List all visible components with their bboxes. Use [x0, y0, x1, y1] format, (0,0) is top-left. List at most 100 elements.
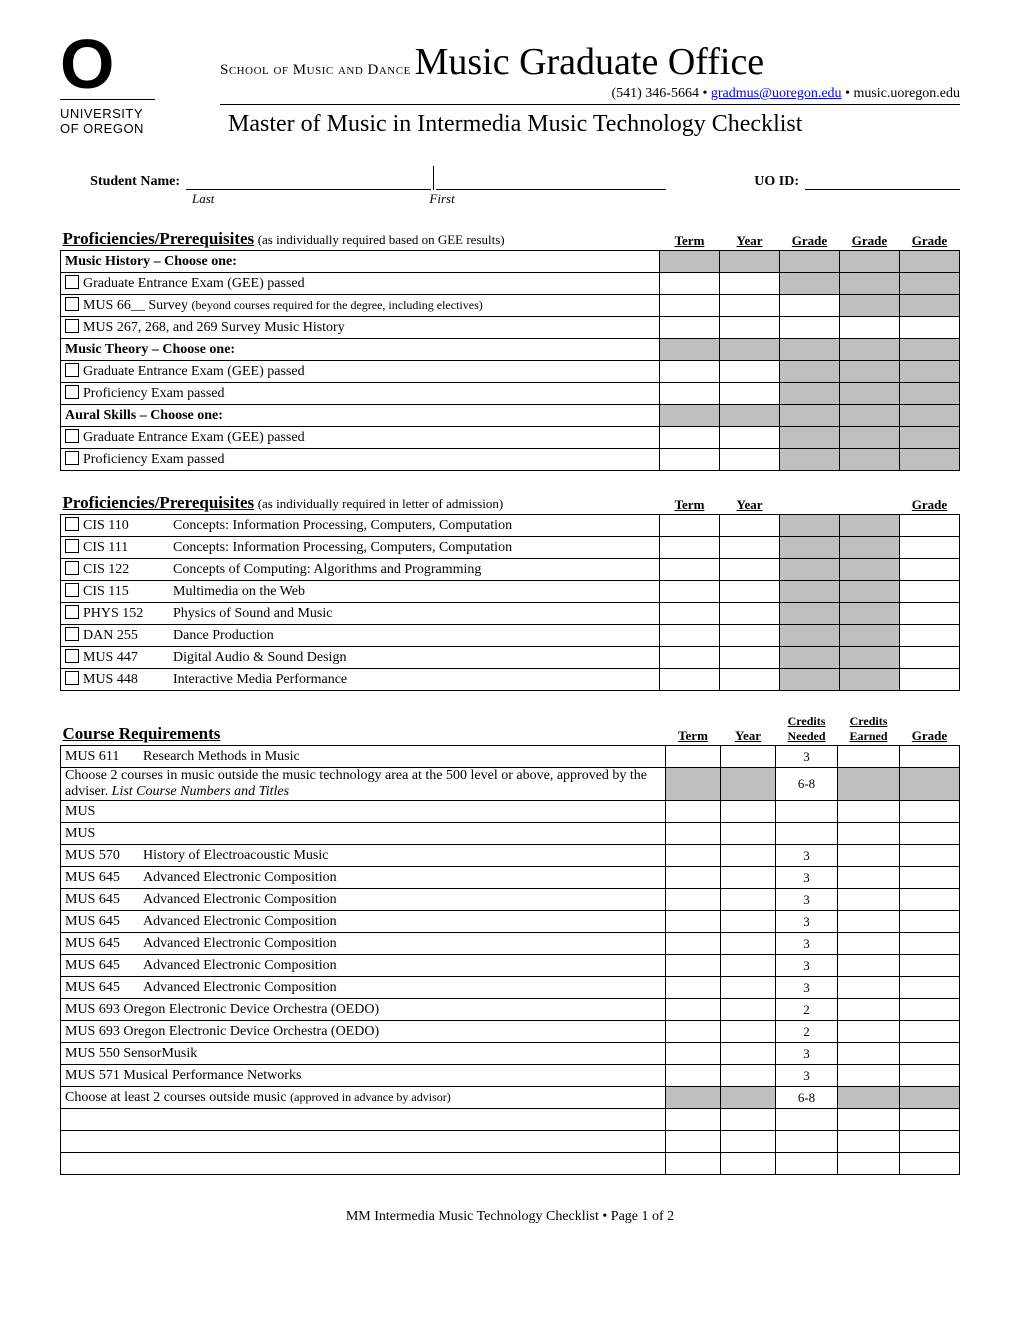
email-link[interactable]: gradmus@uoregon.edu: [711, 86, 842, 101]
sec2-cell[interactable]: [840, 669, 900, 691]
sec3-cell[interactable]: [900, 867, 960, 889]
sec3-cell[interactable]: 6-8: [776, 768, 838, 801]
sec1-cell[interactable]: [900, 339, 960, 361]
checkbox[interactable]: [65, 451, 79, 465]
sec1-cell[interactable]: [780, 317, 840, 339]
sec3-cell[interactable]: [721, 911, 776, 933]
sec2-cell[interactable]: [720, 515, 780, 537]
sec1-cell[interactable]: [840, 273, 900, 295]
sec3-cell[interactable]: [721, 1109, 776, 1131]
sec3-cell[interactable]: [838, 977, 900, 999]
sec1-cell[interactable]: [660, 317, 720, 339]
sec3-cell[interactable]: [666, 1087, 721, 1109]
sec1-cell[interactable]: [780, 295, 840, 317]
sec3-cell[interactable]: [721, 1021, 776, 1043]
sec2-cell[interactable]: [720, 669, 780, 691]
sec3-cell[interactable]: [900, 955, 960, 977]
sec3-cell[interactable]: [900, 823, 960, 845]
sec1-cell[interactable]: [780, 427, 840, 449]
sec1-cell[interactable]: [840, 361, 900, 383]
sec3-cell[interactable]: [900, 1131, 960, 1153]
sec1-cell[interactable]: [660, 295, 720, 317]
sec2-cell[interactable]: [660, 669, 720, 691]
sec3-cell[interactable]: [721, 889, 776, 911]
sec2-cell[interactable]: [780, 537, 840, 559]
sec2-cell[interactable]: [720, 581, 780, 603]
sec3-cell[interactable]: [900, 911, 960, 933]
sec3-cell[interactable]: [838, 823, 900, 845]
sec3-cell[interactable]: [776, 1153, 838, 1175]
checkbox[interactable]: [65, 649, 79, 663]
sec3-cell[interactable]: [666, 889, 721, 911]
sec3-cell[interactable]: 2: [776, 1021, 838, 1043]
sec1-cell[interactable]: [660, 449, 720, 471]
sec3-cell[interactable]: [838, 1087, 900, 1109]
sec1-cell[interactable]: [900, 273, 960, 295]
sec2-cell[interactable]: [900, 515, 960, 537]
sec1-cell[interactable]: [720, 383, 780, 405]
sec1-cell[interactable]: [900, 383, 960, 405]
checkbox[interactable]: [65, 517, 79, 531]
sec2-cell[interactable]: [900, 559, 960, 581]
sec2-cell[interactable]: [780, 647, 840, 669]
sec1-cell[interactable]: [780, 383, 840, 405]
sec3-cell[interactable]: [776, 1109, 838, 1131]
sec3-cell[interactable]: [838, 1153, 900, 1175]
sec3-cell[interactable]: [838, 1109, 900, 1131]
sec1-cell[interactable]: [900, 361, 960, 383]
sec3-cell[interactable]: 3: [776, 1065, 838, 1087]
sec3-cell[interactable]: [900, 999, 960, 1021]
sec1-cell[interactable]: [660, 273, 720, 295]
last-name-field[interactable]: [186, 171, 431, 190]
sec2-cell[interactable]: [660, 537, 720, 559]
sec3-cell[interactable]: [666, 1021, 721, 1043]
sec1-cell[interactable]: [720, 361, 780, 383]
sec1-cell[interactable]: [660, 361, 720, 383]
sec3-cell[interactable]: 3: [776, 889, 838, 911]
sec1-cell[interactable]: [720, 405, 780, 427]
sec1-cell[interactable]: [780, 361, 840, 383]
sec1-cell[interactable]: [900, 449, 960, 471]
sec3-cell[interactable]: [900, 977, 960, 999]
checkbox[interactable]: [65, 319, 79, 333]
sec3-cell[interactable]: [838, 801, 900, 823]
sec3-cell[interactable]: [838, 933, 900, 955]
sec3-cell[interactable]: [721, 845, 776, 867]
sec1-cell[interactable]: [900, 295, 960, 317]
uoid-field[interactable]: [805, 171, 960, 190]
checkbox[interactable]: [65, 297, 79, 311]
checkbox[interactable]: [65, 605, 79, 619]
sec3-cell[interactable]: [900, 933, 960, 955]
sec1-cell[interactable]: [840, 317, 900, 339]
sec1-cell[interactable]: [840, 383, 900, 405]
sec3-cell[interactable]: [838, 1021, 900, 1043]
sec3-cell[interactable]: [838, 845, 900, 867]
sec3-cell[interactable]: [900, 845, 960, 867]
sec1-cell[interactable]: [840, 339, 900, 361]
sec3-cell[interactable]: [838, 911, 900, 933]
sec3-cell[interactable]: [900, 801, 960, 823]
sec2-cell[interactable]: [840, 581, 900, 603]
sec2-cell[interactable]: [900, 603, 960, 625]
sec3-cell[interactable]: [666, 845, 721, 867]
sec2-cell[interactable]: [900, 647, 960, 669]
sec2-cell[interactable]: [780, 515, 840, 537]
sec1-cell[interactable]: [720, 273, 780, 295]
sec2-cell[interactable]: [720, 603, 780, 625]
sec3-cell[interactable]: [666, 933, 721, 955]
sec1-cell[interactable]: [660, 251, 720, 273]
sec3-cell[interactable]: [721, 867, 776, 889]
sec3-cell[interactable]: [776, 823, 838, 845]
sec2-cell[interactable]: [720, 559, 780, 581]
sec1-cell[interactable]: [840, 295, 900, 317]
sec2-cell[interactable]: [780, 603, 840, 625]
sec2-cell[interactable]: [660, 515, 720, 537]
sec3-cell[interactable]: [721, 955, 776, 977]
sec2-cell[interactable]: [720, 647, 780, 669]
sec2-cell[interactable]: [660, 625, 720, 647]
sec2-cell[interactable]: [780, 581, 840, 603]
sec1-cell[interactable]: [720, 449, 780, 471]
sec2-cell[interactable]: [780, 559, 840, 581]
sec3-cell[interactable]: [666, 823, 721, 845]
sec3-cell[interactable]: 3: [776, 933, 838, 955]
